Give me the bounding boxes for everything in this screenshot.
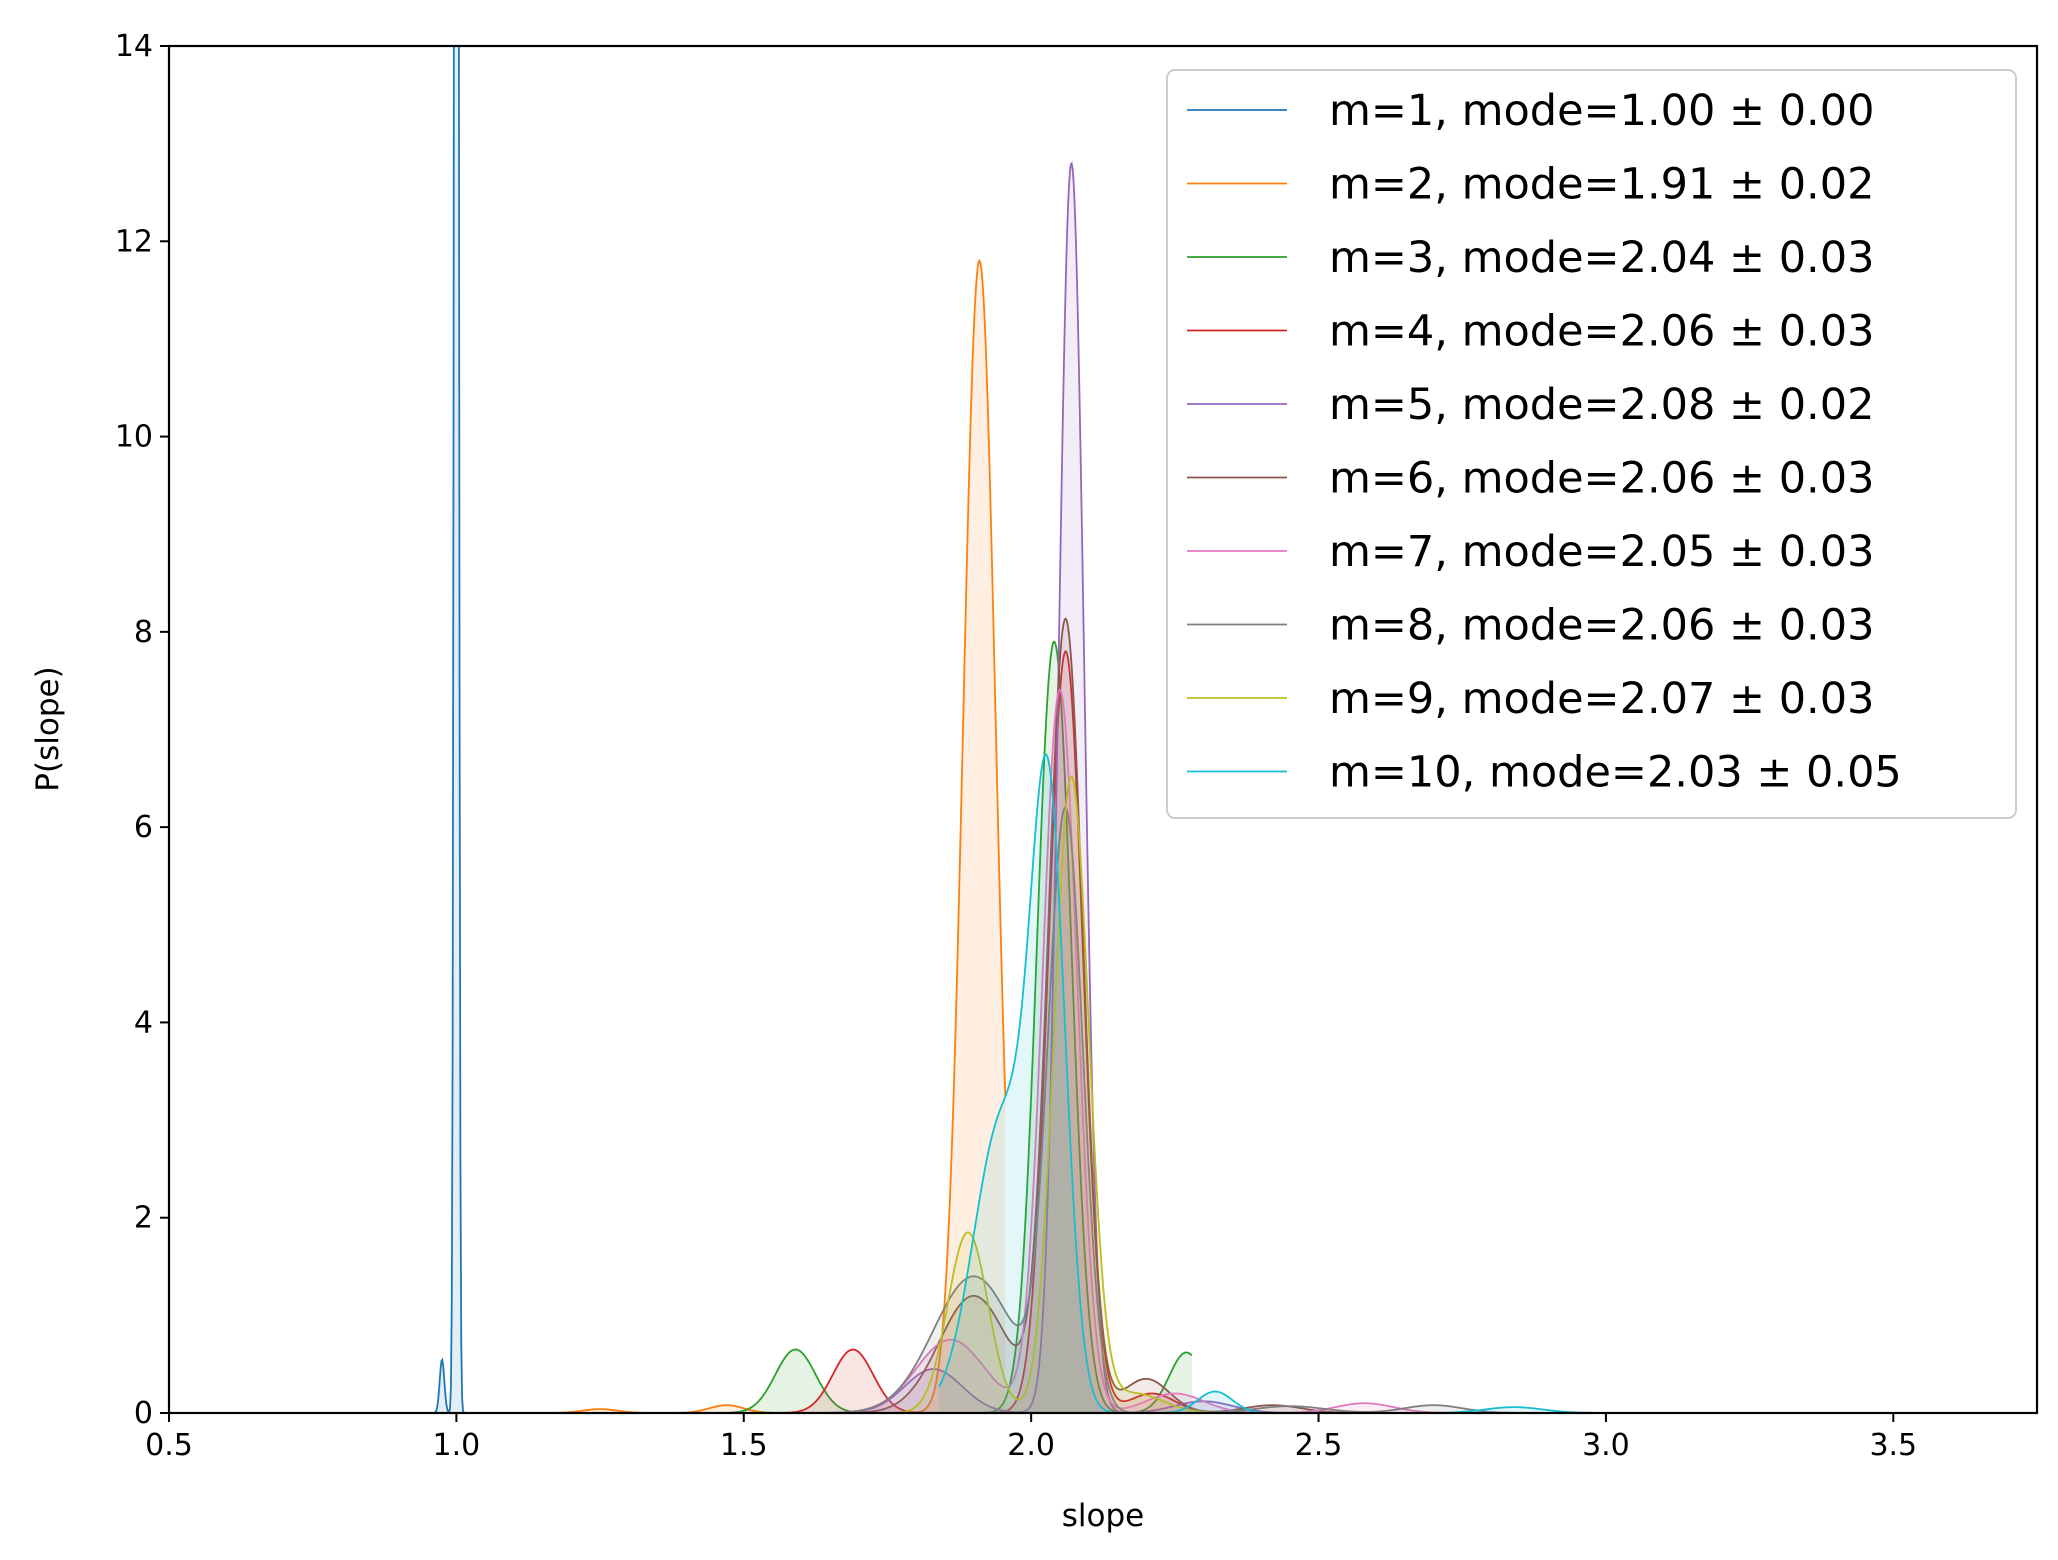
legend: m=1, mode=1.00 ± 0.00 m=2, mode=1.91 ± 0.…: [1166, 69, 2017, 819]
y-tick-label: 10: [115, 420, 153, 455]
legend-box: [1166, 69, 2017, 819]
legend-label-m4: m=4, mode=2.06 ± 0.03: [1329, 307, 1874, 357]
x-tick-label: 3.5: [1869, 1428, 1917, 1463]
series-fill-m2: [513, 260, 1006, 1413]
legend-label-m3: m=3, mode=2.04 ± 0.03: [1329, 233, 1874, 283]
series-fill-m3: [715, 641, 1193, 1413]
x-tick-label: 2.0: [1007, 1428, 1055, 1463]
y-axis: 0 2 4 6 8 10 12 14: [115, 29, 169, 1431]
legend-label-m5: m=5, mode=2.08 ± 0.02: [1329, 380, 1874, 430]
x-tick-label: 3.0: [1582, 1428, 1630, 1463]
y-tick-label: 8: [134, 615, 153, 650]
legend-label-m7: m=7, mode=2.05 ± 0.03: [1329, 527, 1874, 577]
y-tick-label: 2: [134, 1201, 153, 1236]
series-fill-m10: [939, 754, 1894, 1413]
x-axis: 0.5 1.0 1.5 2.0 2.5 3.0 3.5: [145, 1413, 1917, 1463]
legend-label-m9: m=9, mode=2.07 ± 0.03: [1329, 674, 1874, 724]
legend-label-m8: m=8, mode=2.06 ± 0.03: [1329, 601, 1874, 651]
series-line-m9: [169, 775, 2037, 1413]
series-line-m6: [169, 617, 2037, 1413]
series-layer: [169, 46, 2037, 1413]
x-tick-label: 1.0: [433, 1428, 481, 1463]
series-line-m2: [513, 258, 1007, 1413]
x-tick-label: 1.5: [720, 1428, 768, 1463]
legend-label-m10: m=10, mode=2.03 ± 0.05: [1329, 748, 1902, 798]
y-axis-label: P(slope): [30, 666, 66, 791]
y-tick-label: 12: [115, 224, 153, 259]
x-tick-label: 2.5: [1295, 1428, 1343, 1463]
x-axis-label: slope: [1062, 1498, 1144, 1534]
y-tick-label: 14: [115, 29, 153, 64]
series-line-m8: [169, 806, 2037, 1413]
y-tick-label: 4: [134, 1005, 153, 1040]
plot-frame: [167, 44, 2039, 1415]
legend-label-m2: m=2, mode=1.91 ± 0.02: [1329, 160, 1874, 210]
series-line-m7: [169, 688, 2037, 1413]
legend-label-m1: m=1, mode=1.00 ± 0.00: [1329, 86, 1874, 136]
legend-label-m6: m=6, mode=2.06 ± 0.03: [1329, 454, 1874, 504]
series-line-m3: [715, 640, 1193, 1413]
x-tick-label: 0.5: [145, 1428, 193, 1463]
y-tick-label: 6: [134, 810, 153, 845]
y-tick-label: 0: [134, 1396, 153, 1431]
